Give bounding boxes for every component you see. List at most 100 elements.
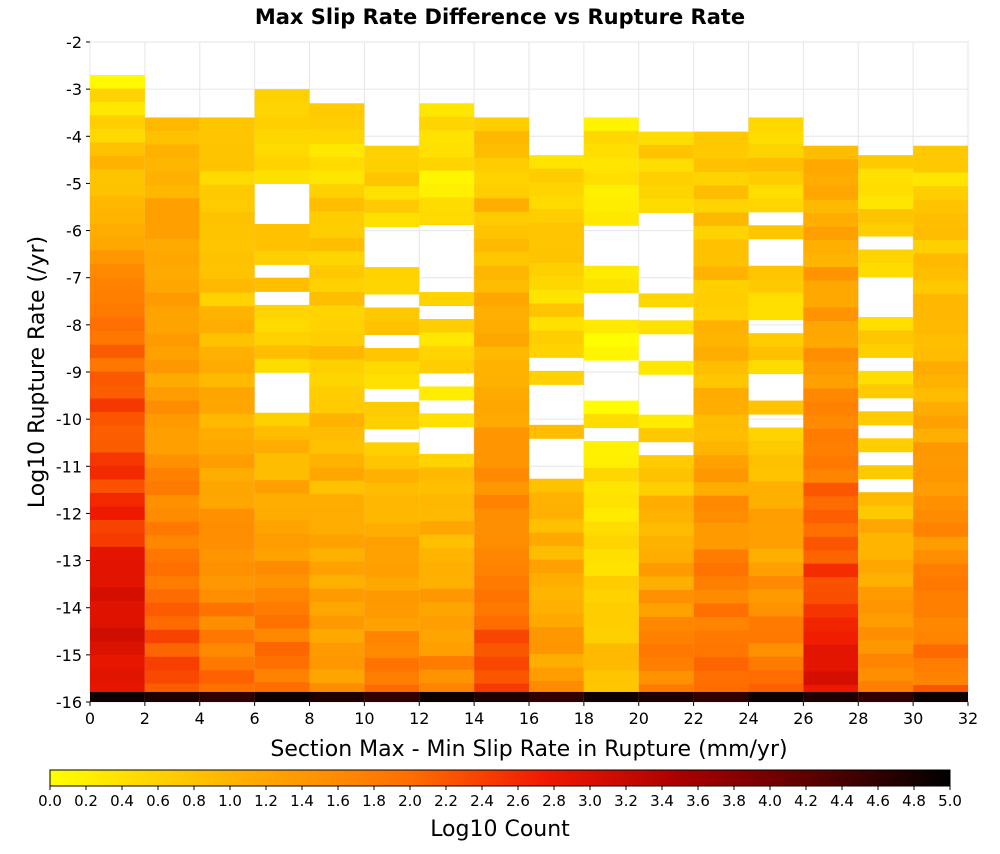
heatmap-cell [529,263,584,277]
colorbar-tick-label: 1.8 [362,792,386,810]
heatmap-cell [144,575,200,590]
y-tick-label: -6 [66,222,82,241]
colorbar-tick-label: 4.6 [866,792,890,810]
heatmap-cell [583,117,639,132]
heatmap-cell [254,493,310,508]
heatmap-cell [913,442,968,457]
heatmap-cell [199,171,255,186]
heatmap-cell [309,305,365,320]
heatmap-cell [364,361,420,376]
heatmap-cell [199,292,255,307]
heatmap-cell [364,267,420,282]
heatmap-cell [419,413,475,428]
heatmap-cell [309,184,365,199]
heatmap-cell [474,535,529,550]
heatmap-cell [583,656,639,671]
heatmap-cell [144,373,200,388]
heatmap-cell [693,401,749,416]
heatmap-cell [858,546,914,561]
heatmap-cell [419,494,475,509]
heatmap-cell [199,238,255,253]
heatmap-cell [693,360,749,375]
colorbar-tick-label: 3.8 [722,792,746,810]
heatmap-cell [254,318,310,333]
heatmap-cell [693,643,749,658]
heatmap-cell [474,454,529,469]
heatmap-cell [693,414,749,429]
heatmap-cell [529,600,584,615]
y-tick-label: -2 [66,33,82,52]
heatmap-cell [913,199,968,214]
colorbar-tick-label: 5.0 [938,792,962,810]
heatmap-cell [638,536,694,551]
heatmap-cell [309,467,365,482]
heatmap-cell [309,386,365,401]
heatmap-cell [858,249,914,264]
heatmap-cell [638,468,694,483]
y-tick-label: -12 [56,504,82,523]
heatmap-cell [199,427,255,442]
heatmap-cell [803,604,859,619]
heatmap-cell [254,466,310,481]
heatmap-cell [474,360,529,375]
heatmap-cell [90,519,145,534]
heatmap-cell [90,614,145,629]
heatmap-cell [693,172,749,187]
heatmap-cell [913,213,968,228]
heatmap-cell [419,319,475,333]
heatmap-cell [803,442,859,457]
heatmap-cell [693,455,749,470]
heatmap-cell [474,400,529,415]
heatmap-cell [199,319,255,334]
x-tick-label: 0 [85,709,95,728]
heatmap-cell [803,186,859,201]
heatmap-cell [583,616,639,631]
x-tick-label: 20 [629,709,649,728]
heatmap-cell [144,602,200,617]
heatmap-cell [693,589,749,604]
heatmap-cell [199,265,255,280]
heatmap-cell [474,184,529,199]
heatmap-cell [144,629,200,644]
heatmap-cell [693,509,749,524]
heatmap-cell [638,576,694,591]
heatmap-cell-bottom-row [309,691,365,702]
heatmap-cell [583,602,639,617]
colorbar-tick-label: 2.6 [506,792,530,810]
heatmap-cell [693,563,749,578]
heatmap-cell [90,654,145,669]
heatmap-cell [90,412,145,427]
heatmap-cell [693,145,749,160]
heatmap-cell [913,577,968,592]
heatmap-cell [254,668,310,683]
heatmap-cell [638,320,694,335]
heatmap-cell [199,225,255,240]
heatmap-cell [90,236,145,251]
heatmap-cell [529,236,584,251]
heatmap-cell [803,617,859,632]
heatmap-cell [90,573,145,588]
heatmap-cell [913,307,968,322]
heatmap-cell [144,481,200,496]
heatmap-cell [309,548,365,563]
heatmap-cell [913,509,968,524]
heatmap-cell [913,240,968,255]
heatmap-cell [803,320,859,335]
heatmap-cell [748,575,804,590]
heatmap-cell [254,601,310,616]
heatmap-cell [364,172,420,187]
heatmap-cell [309,143,365,158]
y-tick-label: -7 [66,269,82,288]
heatmap-cell [364,604,420,619]
heatmap-cell [90,209,145,224]
heatmap-cell [529,316,584,331]
heatmap-cell [309,332,365,347]
heatmap-cell [90,385,145,400]
heatmap-cell [693,212,749,227]
heatmap-cell [913,536,968,551]
heatmap-cell [364,658,420,673]
heatmap-cell [638,455,694,470]
heatmap-cell [803,145,859,160]
heatmap-cell [474,211,529,226]
